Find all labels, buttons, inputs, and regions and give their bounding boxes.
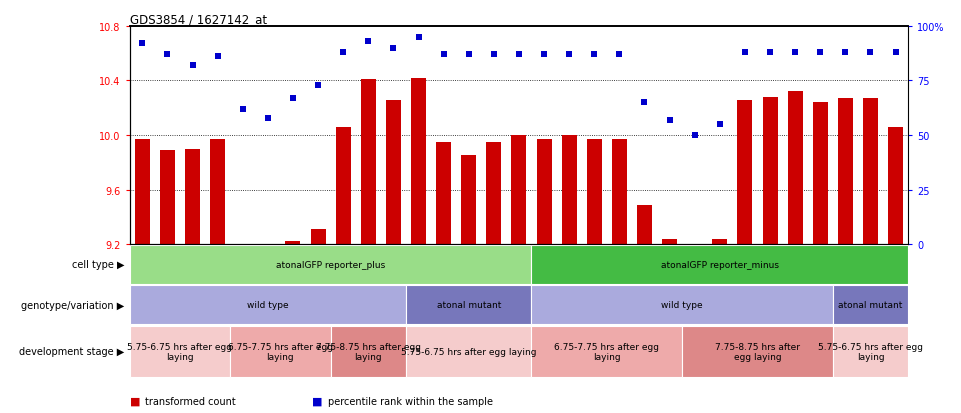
Bar	[637, 205, 652, 244]
Text: 6.75-7.75 hrs after egg
laying: 6.75-7.75 hrs after egg laying	[228, 342, 333, 361]
Point	[586, 52, 602, 59]
Point	[260, 115, 276, 121]
Text: 7.75-8.75 hrs after
egg laying: 7.75-8.75 hrs after egg laying	[715, 342, 800, 361]
Text: 5.75-6.75 hrs after egg laying: 5.75-6.75 hrs after egg laying	[401, 347, 536, 356]
Point	[285, 95, 301, 102]
Text: atonalGFP reporter_plus: atonalGFP reporter_plus	[276, 260, 385, 269]
Point	[511, 52, 527, 59]
Text: 7.75-8.75 hrs after egg
laying: 7.75-8.75 hrs after egg laying	[316, 342, 421, 361]
Point	[762, 50, 777, 56]
Bar	[531, 245, 908, 284]
Text: wild type: wild type	[247, 301, 288, 309]
Point	[410, 34, 426, 41]
Bar	[712, 239, 727, 244]
Bar	[231, 326, 331, 377]
Point	[185, 63, 200, 69]
Point	[461, 52, 477, 59]
Bar	[813, 103, 827, 244]
Text: cell type ▶: cell type ▶	[72, 260, 125, 270]
Bar	[863, 99, 878, 244]
Bar	[536, 140, 552, 244]
Text: ■: ■	[312, 396, 323, 406]
Point	[863, 50, 878, 56]
Bar	[531, 286, 833, 325]
Bar	[130, 286, 406, 325]
Bar	[531, 326, 682, 377]
Bar	[833, 286, 908, 325]
Text: GDS3854 / 1627142_at: GDS3854 / 1627142_at	[130, 13, 267, 26]
Bar	[561, 136, 577, 244]
Bar	[511, 136, 527, 244]
Bar	[788, 92, 802, 244]
Bar	[612, 140, 627, 244]
Bar	[587, 140, 602, 244]
Bar	[160, 151, 175, 244]
Bar	[411, 78, 426, 244]
Text: transformed count: transformed count	[145, 396, 235, 406]
Text: 6.75-7.75 hrs after egg
laying: 6.75-7.75 hrs after egg laying	[554, 342, 659, 361]
Bar	[135, 140, 150, 244]
Text: atonal mutant: atonal mutant	[436, 301, 501, 309]
Point	[160, 52, 175, 59]
Bar	[310, 230, 326, 244]
Bar	[335, 128, 351, 244]
Bar	[130, 326, 231, 377]
Bar	[406, 326, 531, 377]
Bar	[833, 326, 908, 377]
Text: atonalGFP reporter_minus: atonalGFP reporter_minus	[661, 260, 778, 269]
Bar	[331, 326, 406, 377]
Point	[637, 100, 653, 106]
Point	[536, 52, 552, 59]
Text: 5.75-6.75 hrs after egg
laying: 5.75-6.75 hrs after egg laying	[128, 342, 233, 361]
Text: wild type: wild type	[661, 301, 702, 309]
Point	[209, 54, 225, 61]
Point	[662, 117, 678, 124]
Point	[235, 106, 251, 113]
Bar	[260, 244, 276, 247]
Point	[687, 132, 702, 139]
Text: development stage ▶: development stage ▶	[19, 347, 125, 356]
Point	[561, 52, 577, 59]
Point	[385, 45, 401, 52]
Bar	[285, 242, 301, 244]
Point	[360, 39, 376, 45]
Point	[612, 52, 628, 59]
Point	[838, 50, 853, 56]
Text: ■: ■	[130, 396, 140, 406]
Point	[436, 52, 452, 59]
Point	[310, 82, 326, 89]
Bar	[762, 97, 777, 244]
Point	[712, 121, 727, 128]
Bar	[436, 142, 451, 244]
Text: 5.75-6.75 hrs after egg
laying: 5.75-6.75 hrs after egg laying	[818, 342, 923, 361]
Bar	[360, 80, 376, 244]
Bar	[888, 128, 903, 244]
Bar	[737, 100, 752, 244]
Bar	[386, 100, 401, 244]
Bar	[185, 149, 200, 244]
Text: percentile rank within the sample: percentile rank within the sample	[328, 396, 493, 406]
Point	[335, 50, 351, 56]
Bar	[210, 140, 225, 244]
Bar	[486, 142, 502, 244]
Point	[787, 50, 802, 56]
Point	[135, 41, 150, 47]
Point	[737, 50, 752, 56]
Bar	[461, 156, 477, 244]
Point	[888, 50, 903, 56]
Bar	[662, 239, 678, 244]
Bar	[838, 99, 853, 244]
Bar	[130, 245, 531, 284]
Text: genotype/variation ▶: genotype/variation ▶	[21, 300, 125, 310]
Bar	[682, 326, 833, 377]
Point	[486, 52, 502, 59]
Text: atonal mutant: atonal mutant	[838, 301, 902, 309]
Bar	[406, 286, 531, 325]
Point	[813, 50, 828, 56]
